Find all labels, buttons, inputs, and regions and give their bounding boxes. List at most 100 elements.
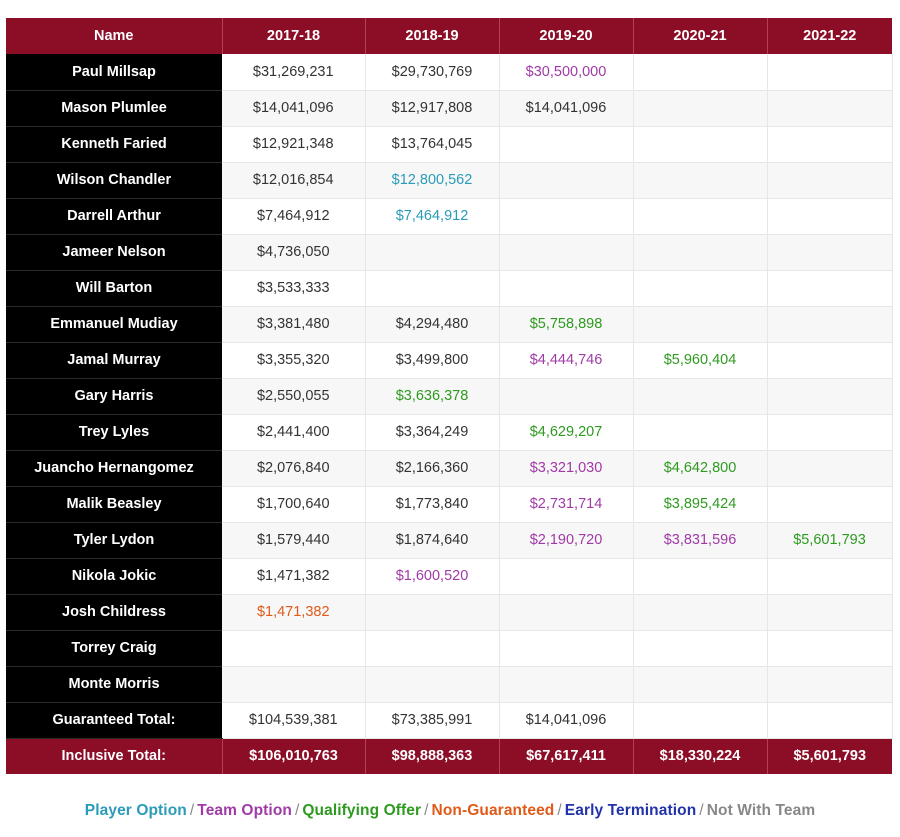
salary-cell: $7,464,912 (222, 198, 366, 235)
salary-cell (767, 306, 893, 343)
table-row: Gary Harris $2,550,055 $3,636,378 (6, 378, 893, 415)
table-row: Nikola Jokic $1,471,382 $1,600,520 (6, 558, 893, 595)
salary-cell: $1,471,382 (222, 594, 366, 631)
legend-separator: / (189, 802, 195, 819)
salary-cell: $1,874,640 (365, 522, 500, 559)
salary-cell: $4,294,480 (365, 306, 500, 343)
table-row: Josh Childress $1,471,382 (6, 594, 893, 631)
table-row: Malik Beasley $1,700,640 $1,773,840 $2,731,… (6, 486, 893, 523)
salary-cell (633, 702, 768, 739)
salary-cell: $1,700,640 (222, 486, 366, 523)
salary-cell (365, 594, 500, 631)
salary-cell: $4,629,207 (499, 414, 634, 451)
inclusive-total-value: $5,601,793 (767, 738, 892, 774)
salary-cell (499, 270, 634, 307)
salary-cell (633, 666, 768, 703)
salary-cell (767, 162, 893, 199)
salary-cell: $13,764,045 (365, 126, 500, 163)
salary-cell (767, 702, 893, 739)
salary-cell (499, 378, 634, 415)
salary-cell: $2,731,714 (499, 486, 634, 523)
salary-cell (222, 666, 366, 703)
table-row: Tyler Lydon $1,579,440 $1,874,640 $2,190,72… (6, 522, 893, 559)
salary-cell (633, 126, 768, 163)
salary-cell (767, 558, 893, 595)
salary-cell (633, 162, 768, 199)
salary-cell: $1,471,382 (222, 558, 366, 595)
table-row: Kenneth Faried $12,921,348 $13,764,045 (6, 126, 893, 163)
salary-cell (767, 90, 893, 127)
salary-cell (499, 198, 634, 235)
player-name: Juancho Hernangomez (6, 450, 222, 487)
salary-cell: $12,016,854 (222, 162, 366, 199)
salary-cell: $14,041,096 (499, 702, 634, 739)
salary-cell: $7,464,912 (365, 198, 500, 235)
header-season: 2021-22 (767, 18, 892, 54)
salary-cell (633, 630, 768, 667)
table-row: Guaranteed Total: $104,539,381 $73,385,991… (6, 702, 893, 739)
salary-cell (365, 630, 500, 667)
salary-cell (365, 234, 500, 271)
salary-cell: $3,355,320 (222, 342, 366, 379)
table-row: Darrell Arthur $7,464,912 $7,464,912 (6, 198, 893, 235)
salary-cell: $2,076,840 (222, 450, 366, 487)
player-name: Josh Childress (6, 594, 222, 631)
contract-legend: Player Option / Team Option / Qualifying Off… (0, 802, 900, 820)
player-name: Gary Harris (6, 378, 222, 415)
salary-cell: $12,921,348 (222, 126, 366, 163)
salary-cell (499, 666, 634, 703)
player-name: Wilson Chandler (6, 162, 222, 199)
salary-cell (633, 306, 768, 343)
salary-cell (499, 594, 634, 631)
salary-cell: $31,269,231 (222, 54, 366, 91)
inclusive-total-label: Inclusive Total: (6, 738, 223, 774)
player-name: Emmanuel Mudiay (6, 306, 222, 343)
salary-cell: $3,831,596 (633, 522, 768, 559)
salary-cell (633, 234, 768, 271)
salary-cell: $3,895,424 (633, 486, 768, 523)
inclusive-total-value: $67,617,411 (499, 738, 634, 774)
salary-cell: $5,960,404 (633, 342, 768, 379)
player-name: Malik Beasley (6, 486, 222, 523)
salary-cell (767, 414, 893, 451)
salary-cell (633, 90, 768, 127)
player-name: Paul Millsap (6, 54, 222, 91)
legend-item: Non-Guaranteed (431, 802, 555, 819)
salary-cell: $104,539,381 (222, 702, 366, 739)
player-name: Jameer Nelson (6, 234, 222, 271)
header-row: Name 2017-18 2018-19 2019-20 2020-21 202… (6, 18, 892, 54)
player-name: Monte Morris (6, 666, 222, 703)
table-row: Emmanuel Mudiay $3,381,480 $4,294,480 $5,75… (6, 306, 893, 343)
salary-cell: $30,500,000 (499, 54, 634, 91)
salary-cell: $5,758,898 (499, 306, 634, 343)
salary-cell (767, 630, 893, 667)
salary-table: Name 2017-18 2018-19 2019-20 2020-21 202… (6, 18, 893, 774)
salary-cell (365, 270, 500, 307)
table-row: Trey Lyles $2,441,400 $3,364,249 $4,629,207 (6, 414, 893, 451)
salary-cell (499, 558, 634, 595)
salary-cell: $73,385,991 (365, 702, 500, 739)
salary-cell: $4,642,800 (633, 450, 768, 487)
header-season: 2017-18 (222, 18, 366, 54)
salary-cell: $3,499,800 (365, 342, 500, 379)
salary-cell (633, 54, 768, 91)
inclusive-total-value: $106,010,763 (222, 738, 366, 774)
player-name: Jamal Murray (6, 342, 222, 379)
player-name: Mason Plumlee (6, 90, 222, 127)
inclusive-total-value: $18,330,224 (633, 738, 768, 774)
table-row: Jameer Nelson $4,736,050 (6, 234, 893, 271)
salary-cell: $2,550,055 (222, 378, 366, 415)
salary-cell (499, 630, 634, 667)
salary-cell (767, 378, 893, 415)
legend-item: Player Option (84, 802, 187, 819)
inclusive-total-value: $98,888,363 (365, 738, 500, 774)
salary-cell (633, 414, 768, 451)
player-name: Trey Lyles (6, 414, 222, 451)
salary-cell (365, 666, 500, 703)
salary-cell: $1,600,520 (365, 558, 500, 595)
legend-item: Early Termination (564, 802, 697, 819)
salary-cell (633, 198, 768, 235)
salary-cell: $3,533,333 (222, 270, 366, 307)
header-season: 2020-21 (633, 18, 768, 54)
salary-cell (767, 450, 893, 487)
